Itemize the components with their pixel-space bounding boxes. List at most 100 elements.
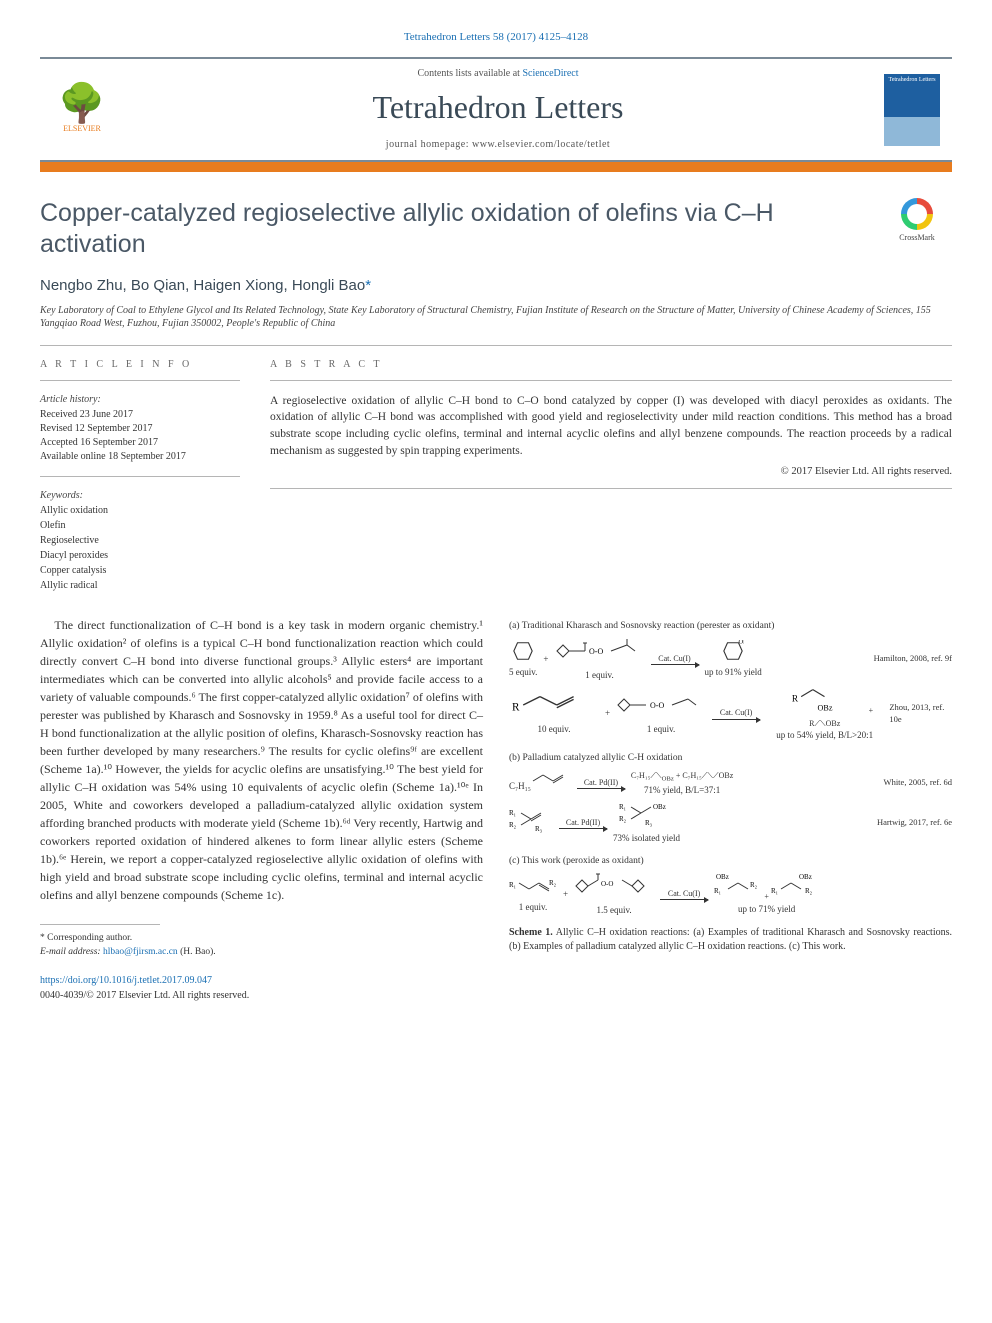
doi-link[interactable]: https://doi.org/10.1016/j.tetlet.2017.09… (40, 973, 483, 988)
equiv-label: 1.5 equiv. (574, 904, 654, 917)
svg-text:R₃: R₃ (645, 819, 653, 827)
svg-text:R₂: R₂ (549, 879, 557, 887)
body-columns: The direct functionalization of C–H bond… (40, 616, 952, 1004)
keyword: Diacyl peroxides (40, 549, 240, 563)
reaction-arrow-icon: Cat. Cu(I) (651, 653, 699, 665)
svg-text:O-O: O-O (589, 647, 603, 656)
reference-note: Hamilton, 2008, ref. 9f (874, 653, 952, 665)
divider (40, 345, 952, 346)
catalyst-label: Cat. Cu(I) (658, 653, 690, 664)
equiv-label: 1 equiv. (616, 723, 706, 736)
keyword: Allylic radical (40, 579, 240, 593)
cycloolefin-icon: 5 equiv. (509, 640, 537, 678)
divider (270, 488, 952, 489)
homepage-url[interactable]: www.elsevier.com/locate/tetlet (472, 139, 610, 150)
email-label: E-mail address: (40, 947, 103, 957)
svg-text:R₁: R₁ (771, 887, 778, 895)
publisher-name: ELSEVIER (63, 123, 101, 134)
yield-label: 73% isolated yield (613, 832, 680, 845)
divider (270, 380, 952, 381)
product-icon: OBz up to 91% yield (705, 640, 762, 678)
title-row: Copper-catalyzed regioselective allylic … (40, 198, 952, 261)
scheme-column: (a) Traditional Kharasch and Sosnovsky r… (509, 616, 952, 1004)
catalyst-label: Cat. Cu(I) (668, 888, 700, 899)
reaction-arrow-icon: Cat. Cu(I) (660, 888, 708, 900)
contents-prefix: Contents lists available at (417, 68, 522, 79)
reference-note: Zhou, 2013, ref. 10e (889, 702, 952, 726)
reference-note: White, 2005, ref. 6d (884, 777, 952, 789)
body-paragraph: The direct functionalization of C–H bond… (40, 616, 483, 904)
plus-icon: + (605, 707, 610, 720)
elsevier-logo: 🌳 ELSEVIER (52, 74, 112, 146)
article-history: Article history: Received 23 June 2017 R… (40, 393, 240, 464)
acyclic-olefin-icon: R 10 equiv. (509, 691, 599, 735)
reaction-row: 5 equiv. + O-O 1 equiv. Cat. Cu(I) OBz u… (509, 637, 952, 681)
product-icon: ROBz + R⟋⟍OBz up to 54% yield, B/L>20:1 (766, 685, 883, 742)
accent-bar (40, 162, 952, 172)
product-icon: C₇H₁₅⟋⟍OBz + C₇H₁₅⟋⟍⟋OBz 71% yield, B/L=… (631, 769, 733, 797)
cover-thumbnail: Tetrahedron Letters (884, 74, 940, 146)
catalyst-label: Cat. Cu(I) (720, 707, 752, 718)
homepage-line: journal homepage: www.elsevier.com/locat… (112, 138, 884, 152)
svg-text:R: R (512, 702, 520, 714)
scheme-1: (a) Traditional Kharasch and Sosnovsky r… (509, 616, 952, 958)
affiliation: Key Laboratory of Coal to Ethylene Glyco… (40, 304, 952, 331)
svg-text:R₁: R₁ (714, 887, 721, 895)
divider (40, 380, 240, 381)
reaction-arrow-icon: Cat. Cu(I) (712, 707, 760, 719)
info-heading: A R T I C L E I N F O (40, 358, 240, 372)
plus-icon: + (563, 888, 568, 901)
catalyst-label: Cat. Pd(II) (566, 817, 600, 828)
reference-note: Hartwig, 2017, ref. 6e (877, 817, 952, 829)
product-icon: R₁R₂R₃OBz 73% isolated yield (613, 801, 680, 845)
journal-title: Tetrahedron Letters (112, 85, 884, 130)
crossmark-label: CrossMark (899, 233, 935, 242)
corr-marker: * (365, 277, 371, 294)
svg-text:OBz: OBz (799, 873, 812, 881)
citation: Tetrahedron Letters 58 (2017) 4125–4128 (40, 30, 952, 45)
svg-text:R₂: R₂ (805, 887, 813, 895)
svg-text:R₂: R₂ (619, 815, 627, 823)
keywords-block: Keywords: Allylic oxidation Olefin Regio… (40, 489, 240, 593)
scheme-caption: Scheme 1. Allylic C–H oxidation reaction… (509, 926, 952, 953)
email-person: (H. Bao). (180, 947, 216, 957)
perester-icon: O-O 1 equiv. (616, 691, 706, 735)
keywords-label: Keywords: (40, 489, 240, 503)
contents-line: Contents lists available at ScienceDirec… (112, 67, 884, 81)
crossmark-badge[interactable]: CrossMark (882, 198, 952, 243)
history-item: Received 23 June 2017 (40, 408, 240, 422)
keyword: Regioselective (40, 534, 240, 548)
footnote-rule (40, 924, 160, 925)
substrate-icon: R₁R₂R₃ (509, 807, 553, 839)
svg-text:R: R (792, 695, 799, 705)
email-link[interactable]: hlbao@fjirsm.ac.cn (103, 947, 178, 957)
reaction-row: C₇H₁₅ Cat. Pd(II) C₇H₁₅⟋⟍OBz + C₇H₁₅⟋⟍⟋O… (509, 769, 952, 797)
journal-banner: 🌳 ELSEVIER Contents lists available at S… (40, 57, 952, 162)
svg-text:OBz: OBz (739, 640, 745, 646)
scheme-caption-text: Allylic C–H oxidation reactions: (a) Exa… (509, 927, 952, 952)
article-title: Copper-catalyzed regioselective allylic … (40, 198, 882, 261)
reaction-row: R 10 equiv. + O-O 1 equiv. Cat. Cu(I) R O… (509, 685, 952, 742)
history-item: Revised 12 September 2017 (40, 422, 240, 436)
svg-text:R₃: R₃ (535, 825, 543, 833)
reaction-row: R₁R₂ 1 equiv. + O-O 1.5 equiv. Cat. Cu(I… (509, 872, 952, 916)
info-abstract-row: A R T I C L E I N F O Article history: R… (40, 358, 952, 594)
yield-label: up to 54% yield, B/L>20:1 (766, 729, 883, 742)
substituent-label: C₇H₁₅ (509, 781, 531, 791)
body-text-column: The direct functionalization of C–H bond… (40, 616, 483, 1004)
scheme-section-a: (a) Traditional Kharasch and Sosnovsky r… (509, 620, 952, 742)
svg-text:OBz: OBz (818, 704, 833, 713)
keyword: Olefin (40, 519, 240, 533)
scheme-section-c: (c) This work (peroxide as oxidant) R₁R₂… (509, 855, 952, 916)
svg-text:R₁: R₁ (509, 881, 516, 889)
keyword: Allylic oxidation (40, 504, 240, 518)
abstract-heading: A B S T R A C T (270, 358, 952, 372)
perester-icon: O-O 1 equiv. (555, 637, 645, 681)
keyword: Copper catalysis (40, 564, 240, 578)
sciencedirect-link[interactable]: ScienceDirect (522, 68, 578, 79)
history-label: Article history: (40, 393, 240, 407)
authors: Nengbo Zhu, Bo Qian, Haigen Xiong, Hongl… (40, 275, 952, 296)
substrate-icon: R₁R₂ 1 equiv. (509, 875, 557, 913)
substrate-icon: C₇H₁₅ (509, 773, 571, 793)
article-info: A R T I C L E I N F O Article history: R… (40, 358, 240, 594)
